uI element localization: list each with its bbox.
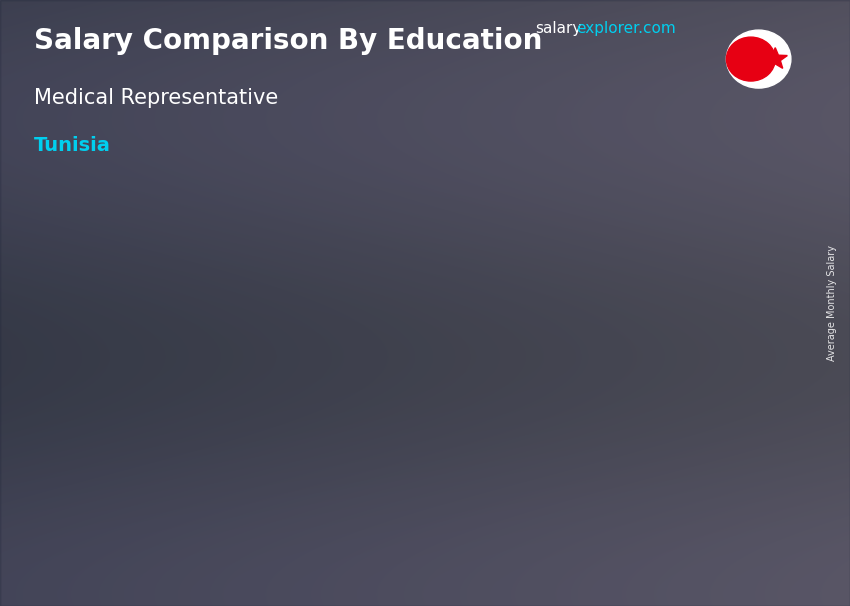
Polygon shape (330, 321, 347, 539)
Polygon shape (763, 48, 787, 68)
Polygon shape (593, 193, 610, 539)
Text: Average Monthly Salary: Average Monthly Salary (827, 245, 837, 361)
Text: +61%: +61% (357, 136, 465, 169)
Text: 2,500 TND: 2,500 TND (212, 292, 317, 310)
Text: Salary Comparison By Education: Salary Comparison By Education (34, 27, 542, 55)
Polygon shape (475, 193, 610, 199)
Circle shape (727, 37, 775, 81)
Polygon shape (475, 199, 593, 539)
Polygon shape (212, 327, 330, 539)
Text: Bachelor's Degree: Bachelor's Degree (185, 575, 356, 593)
Text: Tunisia: Tunisia (34, 136, 110, 155)
Circle shape (727, 30, 790, 88)
Text: Master's Degree: Master's Degree (466, 575, 620, 593)
Polygon shape (212, 321, 347, 327)
Text: salary: salary (536, 21, 582, 36)
Text: explorer.com: explorer.com (576, 21, 676, 36)
Text: Medical Representative: Medical Representative (34, 88, 278, 108)
Text: 4,010 TND: 4,010 TND (528, 166, 633, 184)
